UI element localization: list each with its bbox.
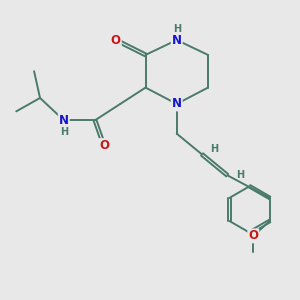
Text: H: H [60, 127, 68, 136]
Text: N: N [172, 98, 182, 110]
Text: N: N [59, 114, 69, 127]
Text: O: O [248, 230, 258, 242]
Text: H: H [173, 24, 181, 34]
Text: H: H [236, 170, 244, 180]
Text: O: O [99, 139, 109, 152]
Text: H: H [210, 144, 219, 154]
Text: N: N [172, 34, 182, 46]
Text: O: O [111, 34, 121, 46]
